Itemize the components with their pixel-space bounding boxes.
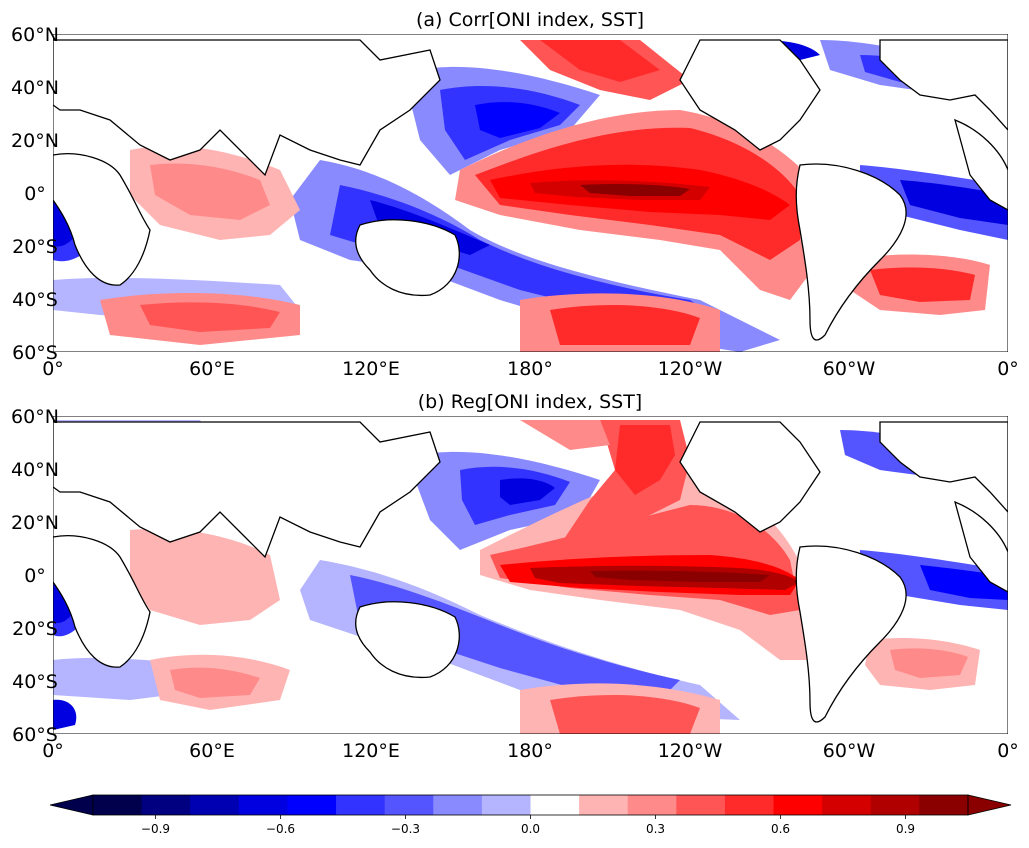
panel-a-xtick: 180°: [507, 358, 553, 380]
panel-a-xtick: 60°E: [189, 358, 235, 380]
panel-a-xtick: 0°: [42, 358, 64, 380]
panel-a: (a) Corr[ONI index, SST]: [11, 9, 1019, 380]
panel-b-title: (b) Reg[ONI index, SST]: [418, 391, 642, 413]
panel-b-ytick: 20°S: [12, 618, 58, 640]
panel-a-xtick: 120°E: [342, 358, 400, 380]
colorbar-tick-label: 0.3: [646, 822, 665, 836]
colorbar-swatch: [287, 795, 337, 815]
colorbar-swatch: [481, 795, 531, 815]
panel-b: (b) Reg[ONI index, SST]: [11, 391, 1019, 762]
colorbar-tick-label: 0.9: [896, 822, 915, 836]
colorbar-tick-label: −0.9: [141, 822, 170, 836]
colorbar-swatch: [627, 795, 677, 815]
panel-a-xtick: 60°W: [823, 358, 876, 380]
colorbar: −0.9 −0.6 −0.3 0.0 0.3 0.6 0.9: [49, 794, 1012, 836]
colorbar-tick-label: 0.0: [521, 822, 540, 836]
colorbar-swatch: [384, 795, 434, 815]
colorbar-swatch: [530, 795, 580, 815]
panel-a-positive-anomalies: [100, 40, 990, 352]
colorbar-swatch: [433, 795, 483, 815]
colorbar-ticks: −0.9 −0.6 −0.3 0.0 0.3 0.6 0.9: [141, 815, 915, 836]
colorbar-tick-label: 0.6: [771, 822, 790, 836]
colorbar-swatch: [676, 795, 726, 815]
panel-a-ytick: 60°S: [12, 342, 58, 364]
panel-a-ytick: 0°: [24, 183, 46, 205]
panel-b-ytick: 40°S: [12, 671, 58, 693]
panel-a-map: [53, 34, 1008, 352]
colorbar-tick-label: −0.6: [266, 822, 295, 836]
panel-b-xtick: 120°E: [342, 740, 400, 762]
colorbar-swatch: [336, 795, 386, 815]
panel-b-xtick: 0°: [997, 740, 1019, 762]
panel-a-xtick: 120°W: [658, 358, 723, 380]
panel-b-xtick: 120°W: [658, 740, 723, 762]
panel-a-axes: 60°N 40°N 20°N 0° 20°S 40°S 60°S 0° 60°E…: [11, 24, 1019, 380]
panel-a-landmasses: [53, 39, 1008, 341]
panel-a-ytick: 40°N: [11, 77, 59, 99]
panel-b-ytick: 40°N: [11, 459, 59, 481]
panel-a-xtick: 0°: [997, 358, 1019, 380]
colorbar-swatch: [919, 795, 969, 815]
panel-b-xtick: 60°E: [189, 740, 235, 762]
colorbar-tick-label: −0.3: [391, 822, 420, 836]
panel-b-ytick: 60°S: [12, 724, 58, 746]
colorbar-extend-min: [49, 794, 94, 816]
panel-a-ytick: 40°S: [12, 289, 58, 311]
colorbar-extend-max: [967, 794, 1012, 816]
colorbar-swatch: [238, 795, 288, 815]
panel-a-ytick: 60°N: [11, 24, 59, 46]
colorbar-swatch: [773, 795, 823, 815]
panel-a-ytick: 20°S: [12, 236, 58, 258]
colorbar-swatch: [579, 795, 629, 815]
colorbar-swatch: [190, 795, 240, 815]
panel-b-axes: 60°N 40°N 20°N 0° 20°S 40°S 60°S 0° 60°E…: [11, 406, 1019, 762]
panel-a-title: (a) Corr[ONI index, SST]: [416, 9, 644, 31]
colorbar-swatch: [141, 795, 191, 815]
colorbar-swatches: [49, 794, 1012, 816]
panel-b-landmasses: [53, 421, 1008, 723]
panel-b-xtick: 180°: [507, 740, 553, 762]
panel-b-xtick: 60°W: [823, 740, 876, 762]
panel-b-positive-anomalies: [130, 420, 980, 734]
panel-b-ytick: 20°N: [11, 512, 59, 534]
colorbar-swatch: [870, 795, 920, 815]
panel-b-map: [53, 416, 1008, 734]
colorbar-swatch: [93, 795, 143, 815]
panel-a-ytick: 20°N: [11, 130, 59, 152]
panel-b-ytick: 0°: [24, 565, 46, 587]
panel-b-ytick: 60°N: [11, 406, 59, 428]
colorbar-swatch: [822, 795, 872, 815]
panel-b-xtick: 0°: [42, 740, 64, 762]
colorbar-swatch: [724, 795, 775, 815]
